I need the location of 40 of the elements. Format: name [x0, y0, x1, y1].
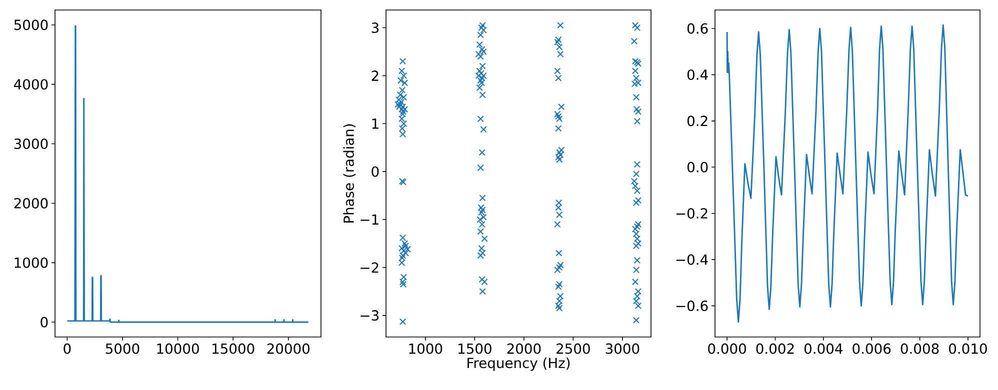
y-tick-label: 2000	[14, 198, 48, 208]
x-tick-label: 0.002	[756, 343, 794, 354]
y-tick-label: −0.4	[676, 254, 708, 265]
y-tick-label: 2	[372, 70, 378, 81]
x-tick-label: 0.010	[949, 343, 987, 354]
line-series	[726, 24, 969, 323]
x-tick-label: 2500	[556, 343, 590, 354]
y-tick-label: 3	[372, 22, 378, 33]
y-tick-label: −1	[360, 214, 378, 225]
y-tick-label: 4000	[14, 79, 48, 90]
y-tick-label: 0.4	[687, 69, 708, 80]
y-tick-label: 1	[372, 118, 378, 129]
y-tick-label: 0	[372, 166, 379, 177]
x-tick-label: 0.008	[900, 343, 939, 354]
x-tick-label: 0.000	[708, 343, 746, 354]
x-tick-label: 2000	[507, 343, 541, 354]
x-tick-label: 10000	[157, 343, 199, 354]
x-axis-title: Frequency (Hz)	[468, 357, 570, 371]
y-tick-label: −0.6	[676, 300, 708, 312]
y-tick-label: 0.0	[687, 162, 708, 172]
x-tick-label: 1000	[409, 343, 442, 354]
y-tick-label: 0.2	[687, 116, 708, 126]
y-axis-title: Phase (radian)	[343, 124, 356, 223]
y-tick-label: −3	[360, 310, 378, 321]
x-tick-label: 20000	[267, 343, 310, 354]
x-tick-label: 0.006	[852, 343, 891, 354]
y-tick-label: 5000	[14, 20, 48, 30]
y-tick-label: −0.2	[676, 208, 708, 219]
y-tick-label: 3000	[14, 138, 48, 150]
x-tick-label: 1500	[458, 343, 492, 354]
y-tick-label: 0	[40, 316, 48, 328]
x-tick-label: 15000	[212, 343, 254, 354]
y-tick-label: 1000	[14, 257, 48, 268]
x-tick-label: 5000	[106, 343, 140, 354]
x-tick-label: 0	[64, 343, 71, 354]
x-tick-label: 0.004	[804, 343, 842, 354]
y-tick-label: −2	[360, 262, 378, 273]
y-tick-label: 0.6	[687, 23, 708, 34]
x-tick-label: 3000	[606, 343, 640, 354]
line-series	[66, 25, 310, 323]
